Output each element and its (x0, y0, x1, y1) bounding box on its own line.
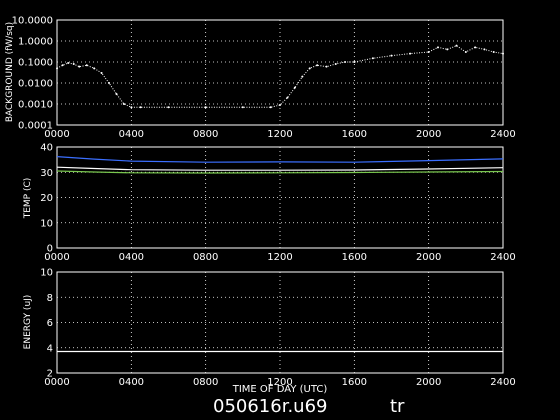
data-point (85, 64, 88, 67)
y-tick-label: 0 (47, 244, 53, 255)
data-point (483, 48, 486, 51)
x-tick-label: 0000 (44, 377, 69, 388)
data-point (409, 52, 412, 55)
y-tick-label: 1.0000 (18, 37, 53, 48)
data-point (308, 67, 311, 70)
data-point (301, 75, 304, 78)
data-point (427, 50, 430, 53)
data-point (446, 48, 449, 51)
data-point (286, 96, 289, 99)
data-point (353, 61, 356, 63)
y-tick-label: 4 (47, 343, 53, 354)
x-tick-label: 0800 (193, 377, 218, 388)
y-tick-label: 8 (47, 293, 53, 304)
x-tick-label: 0800 (193, 129, 218, 140)
y-axis-label: ENERGY (uJ) (23, 295, 33, 350)
x-tick-label: 0400 (119, 377, 144, 388)
data-point (204, 106, 207, 109)
data-point (61, 64, 64, 67)
data-point (464, 50, 467, 53)
data-point (334, 63, 337, 66)
y-tick-label: 10.0000 (12, 16, 53, 27)
footer-tag: tr (390, 396, 405, 417)
data-point (455, 44, 458, 47)
x-tick-label: 1200 (267, 129, 292, 140)
data-point (93, 67, 96, 70)
data-point (115, 92, 118, 95)
data-point (167, 106, 170, 109)
data-point (293, 86, 296, 89)
x-tick-label: 2000 (416, 129, 441, 140)
data-point (241, 106, 244, 109)
y-tick-label: 30 (40, 168, 53, 179)
data-point (269, 106, 272, 109)
background-panel: BACKGROUND (fW/sq) 10.0000 1.0000 0.1000 0.… (5, 16, 516, 141)
y-tick-label: 0.0001 (18, 121, 53, 132)
x-tick-label: 0800 (193, 252, 218, 263)
y-tick-label: 10 (40, 218, 53, 229)
y-tick-label: 0.0100 (18, 79, 53, 90)
data-point (279, 103, 281, 106)
y-tick-label: 2 (47, 369, 53, 380)
y-axis-label: TEMP (C) (23, 178, 33, 220)
x-tick-label: 1600 (342, 252, 367, 263)
x-tick-label: 1200 (267, 252, 292, 263)
x-tick-label: 2000 (416, 252, 441, 263)
x-tick-label: 2400 (490, 129, 515, 140)
series-line (56, 156, 504, 163)
series-line (56, 166, 504, 171)
data-point (390, 54, 393, 57)
data-point (72, 63, 75, 66)
x-tick-label: 0000 (44, 129, 69, 140)
data-point (474, 46, 477, 49)
data-point (371, 57, 374, 60)
x-tick-label: 2400 (490, 252, 515, 263)
x-tick-label: 0400 (119, 252, 144, 263)
data-point (139, 106, 142, 109)
series-trace (56, 45, 504, 108)
x-tick-label: 0400 (119, 129, 144, 140)
y-tick-label: 0.1000 (18, 58, 53, 69)
x-axis-label: TIME OF DAY (UTC) (232, 384, 328, 395)
x-tick-label: 1600 (342, 129, 367, 140)
data-point (492, 50, 495, 53)
data-point (344, 61, 347, 63)
data-point (56, 67, 58, 70)
data-point (316, 64, 319, 67)
data-point (325, 65, 328, 68)
data-point (122, 103, 125, 105)
y-axis-label: BACKGROUND (fW/sq) (5, 22, 15, 122)
x-tick-label: 2000 (416, 377, 441, 388)
data-point (67, 61, 70, 64)
x-tick-label: 1200 (267, 377, 292, 388)
y-tick-label: 20 (40, 193, 53, 204)
data-point (78, 65, 81, 68)
footer-filename: 050616r.u69 (213, 396, 328, 417)
data-point (130, 106, 133, 109)
panel-frame (56, 271, 504, 374)
y-tick-label: 6 (47, 318, 53, 329)
x-tick-label: 2400 (490, 377, 515, 388)
data-point (100, 71, 103, 74)
y-tick-label: 40 (40, 143, 53, 154)
data-point (502, 52, 504, 55)
y-tick-label: 0.0010 (18, 100, 53, 111)
x-tick-label: 1600 (342, 377, 367, 388)
series-line (56, 170, 504, 174)
data-point (108, 82, 111, 84)
y-tick-label: 10 (40, 268, 53, 279)
data-point (436, 46, 439, 49)
x-tick-label: 0000 (44, 252, 69, 263)
